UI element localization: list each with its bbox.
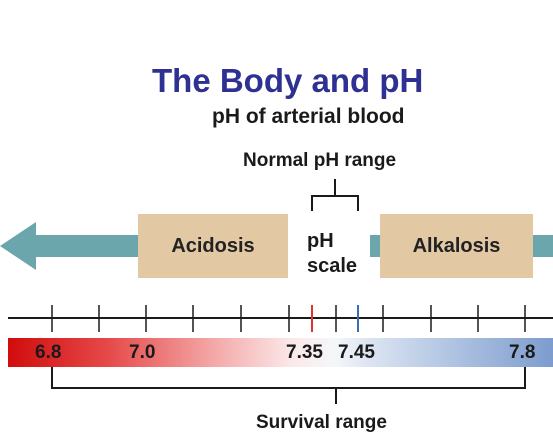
ph-scale-label: pH scale	[307, 229, 357, 279]
alkalosis-label: Alkalosis	[412, 234, 501, 257]
scale-label-7-0: 7.0	[129, 342, 156, 363]
survival-range-bracket	[51, 367, 526, 404]
ph-scale-line2: scale	[307, 255, 358, 277]
acidosis-label: Acidosis	[171, 234, 255, 257]
ph-scale-line1: pH	[307, 230, 334, 252]
acidosis-box: Acidosis	[138, 214, 288, 278]
scale-label-6-8: 6.8	[35, 342, 62, 363]
left-arrow	[0, 222, 138, 270]
scale-label-7-45: 7.45	[338, 342, 375, 363]
ph-gradient-band	[8, 338, 553, 367]
normal-range-label: Normal pH range	[243, 150, 397, 171]
scale-ticks	[51, 305, 526, 332]
survival-range-label: Survival range	[256, 412, 387, 433]
alkalosis-box: Alkalosis	[380, 214, 533, 278]
normal-range-bracket	[311, 179, 359, 211]
page-title: The Body and pH	[152, 62, 424, 99]
scale-label-7-8: 7.8	[509, 342, 536, 363]
arrow-segment-mid	[370, 235, 380, 257]
scale-label-7-35: 7.35	[286, 342, 323, 363]
arrow-segment-right	[533, 235, 553, 257]
diagram-subtitle: pH of arterial blood	[212, 105, 405, 128]
